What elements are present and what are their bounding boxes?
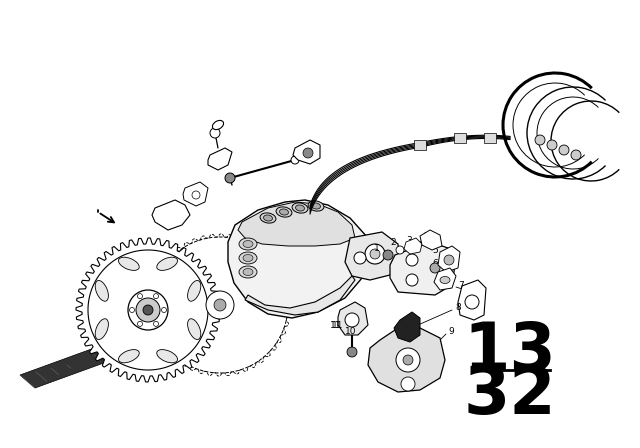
Text: 4: 4 — [422, 232, 428, 241]
Circle shape — [210, 128, 220, 138]
Ellipse shape — [280, 209, 289, 215]
Circle shape — [444, 255, 454, 265]
Ellipse shape — [157, 349, 177, 363]
Polygon shape — [345, 232, 400, 280]
Circle shape — [291, 156, 299, 164]
Ellipse shape — [308, 201, 324, 211]
Circle shape — [403, 355, 413, 365]
Polygon shape — [88, 250, 208, 370]
Circle shape — [129, 307, 134, 313]
Polygon shape — [245, 276, 355, 315]
Circle shape — [138, 293, 143, 299]
Circle shape — [192, 191, 200, 199]
Circle shape — [206, 291, 234, 319]
Circle shape — [406, 274, 418, 286]
Ellipse shape — [118, 257, 140, 271]
Ellipse shape — [264, 215, 273, 221]
Circle shape — [406, 254, 418, 266]
Circle shape — [214, 299, 226, 311]
Polygon shape — [390, 242, 455, 295]
Ellipse shape — [440, 276, 450, 284]
Polygon shape — [458, 280, 486, 320]
Polygon shape — [438, 246, 460, 272]
Ellipse shape — [239, 266, 257, 278]
Ellipse shape — [296, 205, 305, 211]
Ellipse shape — [157, 257, 177, 271]
Polygon shape — [338, 302, 368, 335]
Circle shape — [345, 313, 359, 327]
Circle shape — [225, 173, 235, 183]
Polygon shape — [20, 335, 145, 388]
Polygon shape — [238, 202, 355, 246]
Circle shape — [347, 347, 357, 357]
Ellipse shape — [260, 213, 276, 223]
Circle shape — [354, 252, 366, 264]
Polygon shape — [208, 148, 232, 170]
Circle shape — [465, 295, 479, 309]
Polygon shape — [394, 312, 420, 342]
Circle shape — [383, 250, 393, 260]
Circle shape — [396, 348, 420, 372]
Text: 3: 3 — [406, 236, 412, 245]
Circle shape — [365, 244, 385, 264]
Text: 6: 6 — [432, 258, 438, 267]
Circle shape — [559, 145, 569, 155]
Text: 2: 2 — [390, 237, 396, 246]
Text: 1: 1 — [374, 244, 380, 253]
Polygon shape — [454, 133, 466, 143]
Ellipse shape — [276, 207, 292, 217]
Ellipse shape — [312, 203, 321, 209]
Ellipse shape — [292, 203, 308, 213]
Polygon shape — [404, 238, 422, 254]
Text: 11: 11 — [332, 320, 344, 329]
Text: 10: 10 — [345, 327, 356, 336]
Ellipse shape — [95, 280, 108, 301]
Ellipse shape — [243, 268, 253, 276]
Circle shape — [547, 140, 557, 150]
Ellipse shape — [239, 238, 257, 250]
Ellipse shape — [243, 241, 253, 247]
Polygon shape — [368, 328, 445, 392]
Polygon shape — [152, 237, 288, 373]
Polygon shape — [434, 268, 456, 290]
Polygon shape — [420, 230, 442, 250]
Circle shape — [128, 290, 168, 330]
Ellipse shape — [239, 252, 257, 264]
Circle shape — [401, 377, 415, 391]
Polygon shape — [76, 238, 220, 382]
Circle shape — [154, 321, 159, 326]
Ellipse shape — [95, 319, 108, 340]
Text: 5: 5 — [432, 246, 438, 254]
Ellipse shape — [188, 319, 201, 340]
Polygon shape — [228, 200, 370, 318]
Text: 7: 7 — [458, 280, 464, 289]
Circle shape — [303, 148, 313, 158]
Polygon shape — [414, 140, 426, 150]
Circle shape — [154, 293, 159, 299]
Ellipse shape — [118, 349, 140, 363]
Ellipse shape — [188, 280, 201, 301]
Circle shape — [370, 249, 380, 259]
Circle shape — [143, 305, 153, 315]
Text: 13: 13 — [463, 319, 556, 385]
Circle shape — [430, 263, 440, 273]
Text: 9: 9 — [448, 327, 454, 336]
Circle shape — [571, 150, 581, 160]
Circle shape — [535, 135, 545, 145]
Polygon shape — [152, 200, 190, 230]
Circle shape — [396, 246, 404, 254]
Ellipse shape — [212, 121, 223, 129]
Circle shape — [161, 307, 166, 313]
Ellipse shape — [243, 254, 253, 262]
Polygon shape — [183, 182, 208, 206]
Polygon shape — [293, 140, 320, 164]
Text: 8: 8 — [455, 303, 461, 313]
Circle shape — [136, 298, 160, 322]
Circle shape — [138, 321, 143, 326]
Text: 11: 11 — [330, 320, 342, 329]
Polygon shape — [484, 133, 496, 143]
Text: 32: 32 — [464, 362, 556, 428]
